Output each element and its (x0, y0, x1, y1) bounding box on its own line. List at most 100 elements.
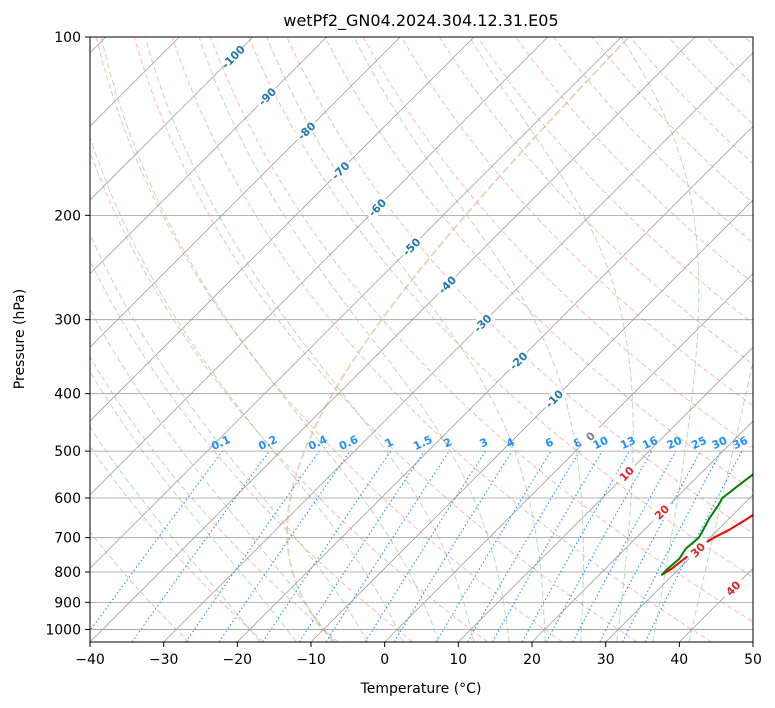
x-tick-label: 10 (449, 652, 467, 668)
mixing-ratio-line (90, 450, 223, 632)
background-lines (90, 37, 753, 642)
y-tick-label: 400 (54, 387, 81, 403)
dry-adiabat-line (133, 37, 638, 642)
y-tick-label: 600 (54, 491, 81, 507)
dry-adiabat-line (438, 37, 753, 366)
isotherm-label-bg (363, 194, 390, 221)
chart-title: wetPf2_GN04.2024.304.12.31.E05 (283, 11, 558, 31)
x-axis-title: Temperature (°C) (360, 681, 482, 697)
mixing-ratio-line (131, 450, 270, 642)
y-tick-label: 500 (54, 444, 81, 460)
mixing-ratio-label: 36 (731, 434, 751, 452)
y-tick-label: 900 (54, 595, 81, 611)
y-tick-label: 200 (54, 208, 81, 224)
dry-adiabat-line (95, 37, 563, 642)
dry-adiabat-line (210, 37, 753, 623)
isotherm-label-bg (576, 422, 604, 450)
isotherm-label-bg (327, 157, 354, 184)
dry-adiabat-line (515, 37, 753, 284)
isotherm-label-bg (433, 271, 460, 298)
dry-adiabat-line (90, 531, 190, 642)
moist-adiabat-line (353, 37, 584, 642)
y-axis-title: Pressure (hPa) (12, 289, 28, 389)
dry-adiabat-line (90, 150, 488, 642)
isotherm-line (310, 199, 753, 642)
mixing-ratio-line (545, 450, 653, 642)
x-tick-label: −30 (149, 652, 179, 668)
dewpoint-profile-line (660, 473, 753, 576)
mixing-ratio-line (262, 450, 392, 642)
isotherm-label-bg (293, 117, 320, 144)
y-tick-label: 1000 (45, 622, 81, 638)
isotherm-label-bg (253, 83, 280, 110)
mixing-ratio-line (572, 450, 677, 642)
isotherm-line (90, 37, 548, 496)
isotherm-line (531, 420, 753, 642)
mixing-ratio-label: 13 (618, 434, 637, 452)
dry-adiabat-line (248, 37, 753, 578)
isotherm-line (458, 346, 753, 642)
moist-adiabat-line (144, 37, 475, 642)
isotherm-label-bg (684, 536, 711, 563)
isotherm-line (90, 37, 696, 642)
mixing-ratio-label: 20 (665, 434, 685, 452)
plot-background (90, 37, 753, 642)
dry-adiabat-line (90, 356, 339, 642)
isotherm-line (90, 37, 475, 422)
isotherm-label-bg (398, 233, 425, 260)
moist-adiabat-line (620, 37, 700, 642)
isotherm-line (605, 494, 753, 642)
isotherm-line (90, 37, 622, 569)
dry-adiabat-line (400, 37, 753, 407)
x-tick-label: 20 (523, 652, 541, 668)
isotherm-line (237, 125, 753, 642)
moist-adiabat-line (90, 135, 404, 642)
moist-adiabat-line (100, 37, 439, 642)
isotherm-line (163, 52, 753, 642)
moist-adiabat-line (198, 37, 510, 642)
dry-adiabat-line (90, 445, 264, 642)
isotherm-line (752, 641, 753, 642)
moist-adiabat-line (90, 426, 261, 642)
x-tick-label: −20 (223, 652, 253, 668)
data-series (660, 473, 753, 577)
plot-frame (89, 36, 754, 643)
x-tick-label: −10 (296, 652, 326, 668)
isotherm-line (90, 37, 254, 201)
mixing-ratio-line (218, 450, 351, 642)
isotherm-line (90, 37, 327, 275)
dry-adiabat-line (171, 37, 712, 642)
x-tick-label: 40 (670, 652, 688, 668)
moist-adiabat-line (688, 358, 753, 642)
mixing-ratio-label: 25 (689, 434, 708, 452)
mixing-ratio-label: 30 (710, 434, 730, 452)
dry-adiabat-line (324, 37, 753, 491)
mixing-ratio-label: 16 (640, 434, 660, 452)
isotherm-label-bg (505, 347, 532, 374)
isotherm-label-bg (219, 43, 246, 70)
isotherm-label-bg (540, 385, 567, 412)
y-tick-label: 800 (54, 565, 81, 581)
isotherm-label-bg (719, 574, 746, 601)
x-tick-label: 0 (380, 652, 389, 668)
x-tick-label: 50 (744, 652, 762, 668)
mixing-ratio-line (185, 450, 320, 642)
x-tick-label: 30 (597, 652, 615, 668)
y-tick-label: 100 (54, 30, 81, 46)
isotherm-label-bg (648, 498, 675, 525)
y-tick-label: 300 (54, 313, 81, 329)
moist-adiabat-line (90, 370, 297, 642)
reference-curve (286, 37, 630, 642)
x-tick-label: −40 (75, 652, 105, 668)
isotherm-label-bg (469, 309, 496, 336)
isotherm-label-bg (613, 460, 640, 487)
temperature-profile-line (660, 513, 753, 577)
mixing-ratio-line (393, 450, 513, 642)
isotherm-line (384, 273, 753, 642)
mixing-ratio-line (325, 450, 450, 642)
moist-adiabat-line (90, 232, 369, 642)
mixing-ratio-line (644, 450, 743, 642)
axes: −40 −30 −20 −10 0 10 20 30 40 50 100 200 300 400 500 60… (45, 30, 762, 668)
mixing-ratio-line (521, 450, 630, 642)
